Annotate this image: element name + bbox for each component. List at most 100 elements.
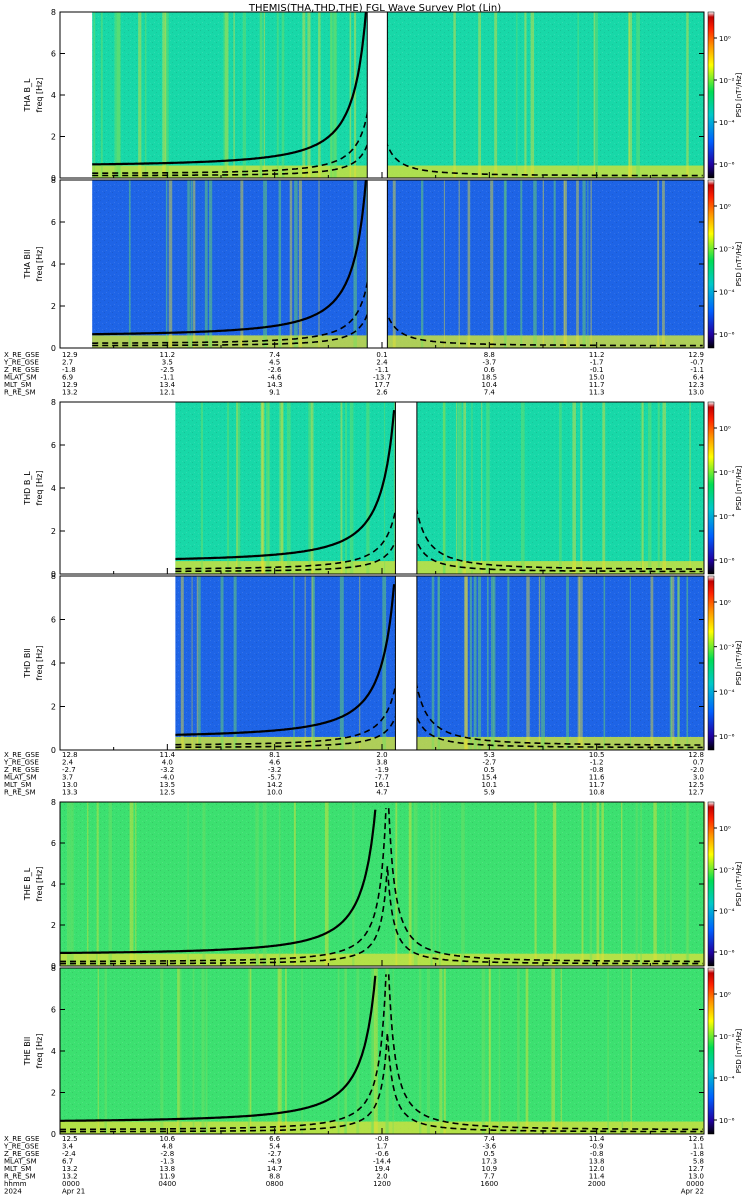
wave-burst-streak <box>579 576 583 750</box>
wave-burst-streak <box>224 12 229 178</box>
ephemeris-value: -0.8 <box>375 1135 389 1143</box>
panel-label: THE B_L <box>23 867 32 901</box>
ephemeris-value: 2.6 <box>376 389 388 397</box>
spectrogram-panel-tha-bl: 0 2 4 6 8 THA B_L freq [Hz] 10⁰ 10⁻² 10⁻⁴ 10⁻⁶ PSD … <box>23 8 743 183</box>
wave-burst-streak <box>307 12 311 178</box>
spectrogram-panel-thd-bll: 0 2 4 6 8 THD Bll freq [Hz] 10⁰ 10⁻² 10⁻⁴ 10⁻⁶ PSD … <box>23 572 743 755</box>
ephemeris-row-label: R_RE_SM <box>4 789 36 797</box>
wave-burst-streak <box>640 802 642 966</box>
ephemeris-value: 12.9 <box>62 381 78 389</box>
ephemeris-value: 8.1 <box>269 751 280 759</box>
wave-burst-streak <box>491 576 494 750</box>
ephemeris-value: 13.0 <box>62 781 78 789</box>
wave-burst-streak <box>439 968 443 1134</box>
ephemeris-value: 11.4 <box>589 1135 605 1143</box>
colorbar-tick-label: 10⁻⁴ <box>719 119 735 127</box>
wave-burst-streak <box>279 968 282 1134</box>
y-tick-label: 8 <box>51 176 56 185</box>
wave-burst-streak <box>552 802 557 966</box>
ephemeris-value: 7.7 <box>484 1173 495 1181</box>
colorbar-tick-label: 10⁻⁴ <box>719 513 735 521</box>
wave-burst-streak <box>178 968 182 1134</box>
ephemeris-value: 2.7 <box>62 359 73 367</box>
data-gap <box>366 11 388 179</box>
wave-burst-streak <box>385 968 388 1134</box>
wave-burst-streak <box>487 576 489 750</box>
y-tick-label: 8 <box>51 798 56 807</box>
ephemeris-value: -1.1 <box>375 366 389 374</box>
gyrofrequency-curve <box>60 975 377 1122</box>
wave-burst-streak <box>193 180 196 348</box>
colorbar <box>707 11 715 179</box>
ephemeris-value: -1.1 <box>690 366 704 374</box>
ephemeris-value: 18.5 <box>482 374 498 382</box>
y-tick-label: 0 <box>51 344 56 353</box>
colorbar-tick-label: 10⁰ <box>719 991 731 999</box>
wave-burst-streak <box>463 402 467 574</box>
wave-burst-streak <box>202 802 206 966</box>
colorbar <box>707 179 715 349</box>
ephemeris-thd: X_RE_GSE 12.8 11.4 8.1 2.0 5.3 10.5 12.8 Y_RE_GS… <box>3 751 704 797</box>
ephemeris-tables: X_RE_GSE 12.9 11.2 7.4 0.1 8.8 11.2 12.9 Y_RE_GS… <box>3 351 705 1196</box>
wave-burst-streak <box>187 180 190 348</box>
ephemeris-value: 11.7 <box>589 781 605 789</box>
wave-burst-streak <box>286 402 291 574</box>
y-tick-label: 0 <box>51 746 56 755</box>
ephemeris-value: 12.9 <box>62 351 78 359</box>
ephemeris-value: Apr 22 <box>681 1188 704 1196</box>
wave-burst-streak <box>438 802 441 966</box>
colorbar-tick-label: 10⁻² <box>719 644 735 652</box>
ephemeris-value: 7.4 <box>269 351 281 359</box>
wave-burst-streak <box>443 402 446 574</box>
wave-burst-streak <box>168 180 173 348</box>
wave-burst-streak <box>165 180 168 348</box>
wave-burst-streak <box>458 402 462 574</box>
ephemeris-value: -1.8 <box>62 366 76 374</box>
ephemeris-value: 4.7 <box>376 789 387 797</box>
wave-burst-streak <box>280 402 284 574</box>
wave-burst-streak <box>255 802 259 966</box>
ephemeris-value: 6.4 <box>693 374 705 382</box>
y-axis-unit: freq [Hz] <box>35 646 44 681</box>
ephemeris-value: -1.2 <box>590 759 604 767</box>
wave-burst-streak <box>520 402 525 574</box>
y-tick-label: 4 <box>51 1047 56 1056</box>
spectrogram-panel-the-bll: 0 2 4 6 8 THE Bll freq [Hz] 10⁰ 10⁻² 10⁻⁴ 10⁻⁶ PSD … <box>23 964 743 1139</box>
wave-burst-streak <box>653 802 657 966</box>
ephemeris-row-label: Z_RE_GSE <box>4 1150 39 1158</box>
wave-burst-streak <box>311 576 314 750</box>
wave-burst-streak <box>365 180 368 348</box>
wave-burst-streak <box>278 180 282 348</box>
wave-burst-streak <box>370 968 375 1134</box>
wave-burst-streak <box>670 802 672 966</box>
wave-burst-streak <box>628 12 633 178</box>
ephemeris-the: X_RE_GSE 12.5 10.6 6.6 -0.8 7.4 11.4 12.6 Y_RE_G… <box>3 1135 705 1196</box>
wave-burst-streak <box>677 576 680 750</box>
y-tick-label: 0 <box>51 1130 56 1139</box>
wave-burst-streak <box>108 802 112 966</box>
gyrofrequency-curve <box>59 865 703 965</box>
wave-burst-streak <box>198 576 201 750</box>
wave-burst-streak <box>517 968 520 1134</box>
panel-label: THD Bll <box>23 648 32 679</box>
colorbar-tick-label: 10⁻⁴ <box>719 908 735 916</box>
ephemeris-value: -14.4 <box>373 1158 392 1166</box>
ephemeris-row-label: hhmm <box>4 1180 27 1188</box>
figure-title: THEMIS(THA,THD,THE) FGL Wave Survey Plot… <box>248 3 501 14</box>
ephemeris-value: -4.9 <box>268 1158 282 1166</box>
ephemeris-value: -2.0 <box>690 766 704 774</box>
colorbar-tick-label: 10⁻² <box>719 866 735 874</box>
wave-burst-streak <box>333 12 338 178</box>
wave-burst-streak <box>392 968 394 1134</box>
ephemeris-value: 3.7 <box>62 774 73 782</box>
colorbar-label: PSD [nT²/Hz] <box>735 861 743 906</box>
wave-burst-streak <box>87 802 89 966</box>
wave-burst-streak <box>507 576 510 750</box>
wave-burst-streak <box>458 180 460 348</box>
colorbar-tick-label: 10⁻⁴ <box>719 288 735 296</box>
wave-burst-streak <box>434 802 437 966</box>
ephemeris-value: 4.6 <box>269 759 281 767</box>
wave-burst-streak <box>392 180 396 348</box>
wave-burst-streak <box>285 968 287 1134</box>
wave-burst-streak <box>554 802 558 966</box>
